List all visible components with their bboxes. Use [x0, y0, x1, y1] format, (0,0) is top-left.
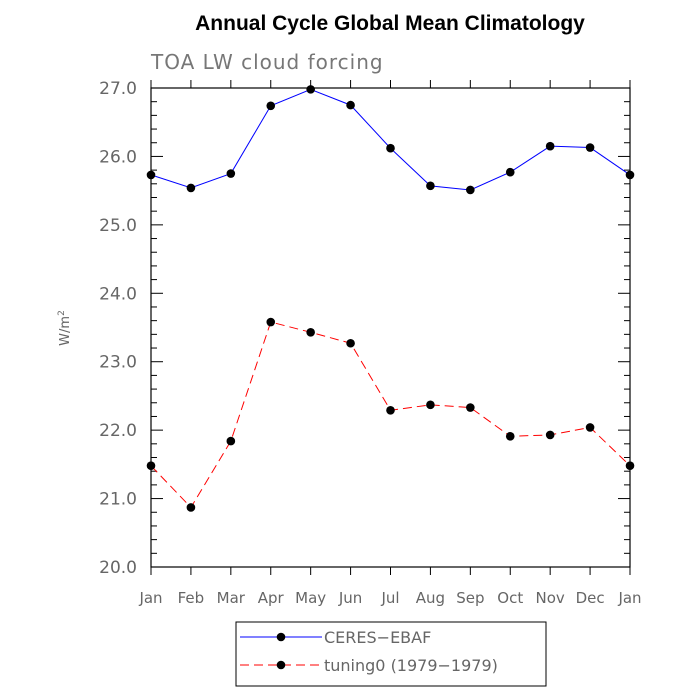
series-0-point — [585, 143, 595, 152]
legend-marker-1 — [276, 660, 286, 670]
series-1-point — [226, 436, 236, 446]
x-tick-label: Aug — [416, 589, 445, 607]
series-0-point — [186, 183, 196, 193]
series-0-point — [505, 167, 515, 177]
series-0-point — [306, 85, 315, 94]
series-0-point — [146, 170, 156, 180]
x-tick-label: Feb — [178, 589, 205, 607]
series-layer — [146, 85, 635, 512]
x-tick-label: Jun — [338, 589, 362, 607]
series-1-point — [186, 503, 196, 512]
series-line-1 — [150, 321, 631, 509]
y-tick-label: 21.0 — [99, 490, 137, 510]
y-axis-label-base: W/m — [58, 316, 73, 346]
y-tick-label: 27.0 — [99, 79, 137, 99]
series-0-point — [266, 101, 276, 111]
y-tick-label: 24.0 — [99, 284, 137, 304]
axes: 20.0 21.0 22.0 23.0 24.0 25.0 26.0 27.0 Jan Feb Ma… — [99, 79, 641, 607]
legend-label-1: tuning0 (1979−1979) — [324, 656, 498, 675]
legend: CERES−EBAF tuning0 (1979−1979) — [235, 621, 547, 687]
x-tick-label: May — [295, 589, 326, 607]
x-tick-label: Oct — [497, 589, 523, 607]
y-tick-label: 25.0 — [99, 216, 137, 236]
series-1-point — [585, 423, 595, 432]
chart-subtitle: TOA LW cloud forcing — [150, 50, 384, 74]
legend-label-0: CERES−EBAF — [324, 628, 431, 647]
series-0-point — [226, 169, 236, 178]
series-1-point — [505, 432, 515, 441]
x-tick-label: Apr — [258, 589, 285, 607]
x-tick-label: Jan — [138, 589, 162, 607]
series-0-point — [426, 181, 435, 191]
y-axis-label: W/m2 — [57, 310, 73, 346]
series-0-point — [386, 143, 395, 153]
series-1-point — [625, 461, 635, 471]
series-1-point — [146, 461, 156, 471]
series-0-point — [346, 100, 355, 110]
series-1-point — [386, 405, 395, 415]
series-1-point — [266, 317, 276, 327]
x-tick-label: Nov — [536, 589, 565, 607]
series-line-0 — [150, 88, 631, 191]
series-1-point — [426, 400, 435, 410]
legend-box — [235, 621, 547, 687]
series-1-point — [545, 430, 555, 440]
series-1-point — [346, 338, 355, 348]
chart-title: Annual Cycle Global Mean Climatology — [195, 12, 585, 35]
x-tick-label: Mar — [217, 589, 246, 607]
y-axis-label-sup: 2 — [57, 310, 67, 316]
x-tick-label: Dec — [576, 589, 605, 607]
legend-marker-0 — [276, 632, 286, 642]
x-tick-label: Jan — [617, 589, 641, 607]
y-tick-label: 23.0 — [99, 353, 137, 373]
x-tick-label: Jul — [380, 589, 399, 607]
series-1-point — [466, 403, 475, 412]
x-tick-label: Sep — [456, 589, 484, 607]
y-tick-label: 22.0 — [99, 421, 137, 441]
y-tick-label: 26.0 — [99, 147, 137, 167]
y-tick-label: 20.0 — [99, 558, 137, 578]
series-0-point — [545, 141, 555, 151]
series-0-point — [625, 170, 635, 180]
plot-frame — [150, 87, 631, 568]
series-1-point — [306, 327, 315, 337]
series-0-point — [466, 185, 475, 195]
